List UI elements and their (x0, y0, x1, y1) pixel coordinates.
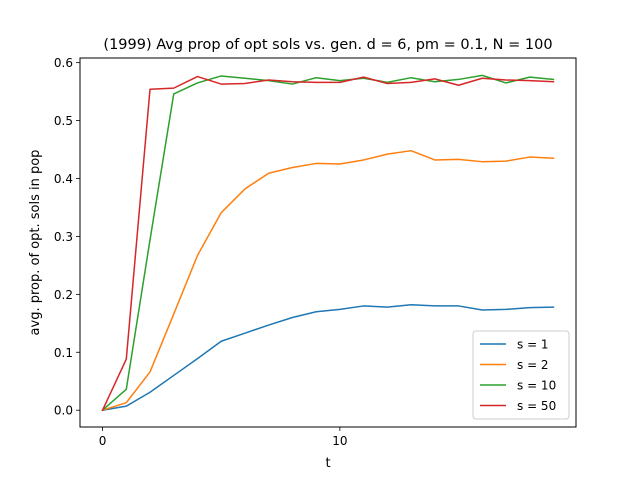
legend-box (472, 330, 570, 420)
x-axis-ticks: 0 10 (99, 427, 348, 448)
series-line-4 (101, 75, 555, 412)
y-tick-label: 0.3 (54, 230, 73, 244)
y-tick-label: 0.6 (54, 56, 73, 70)
legend-label-2: s = 2 (517, 358, 549, 372)
x-tick-label: 0 (99, 434, 107, 448)
y-tick-label: 0.5 (54, 114, 73, 128)
series-line-3 (101, 74, 555, 412)
chart-title: (1999) Avg prop of opt sols vs. gen. d =… (103, 37, 552, 53)
plot-frame (79, 57, 577, 428)
y-tick-label: 0.1 (54, 346, 73, 360)
series-line-1 (101, 304, 555, 412)
legend-label-1: s = 1 (517, 338, 549, 352)
legend: s = 1 s = 2 s = 10 s = 50 (472, 330, 570, 420)
y-tick-label: 0.4 (54, 172, 73, 186)
series-line-2 (101, 149, 555, 412)
legend-items: s = 1 s = 2 s = 10 s = 50 (480, 338, 556, 413)
y-axis-ticks: 0.0 0.1 0.2 0.3 0.4 0.5 0.6 (54, 56, 80, 418)
y-axis-label: avg. prop. of opt. sols in pop (28, 150, 43, 336)
x-axis-label: t (325, 456, 330, 471)
y-tick-label: 0.0 (54, 404, 73, 418)
x-tick-label: 10 (332, 434, 347, 448)
legend-label-3: s = 10 (517, 379, 556, 393)
legend-label-4: s = 50 (517, 399, 556, 413)
y-tick-label: 0.2 (54, 288, 73, 302)
series-layer (101, 74, 555, 412)
